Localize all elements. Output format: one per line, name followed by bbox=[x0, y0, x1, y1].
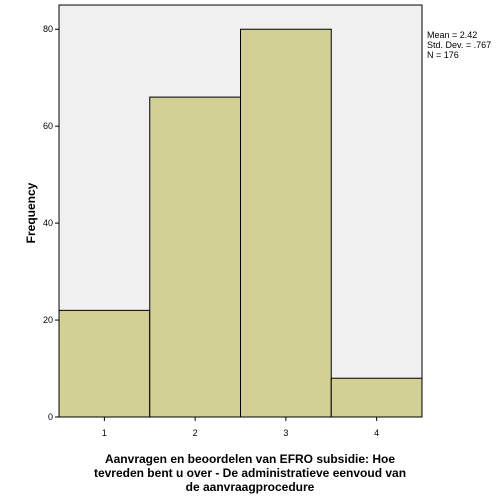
bar-2 bbox=[149, 96, 241, 418]
bar-4 bbox=[330, 377, 423, 418]
x-tick-label-4: 4 bbox=[374, 428, 379, 438]
stats-std-dev: Std. Dev. = .767 bbox=[427, 40, 492, 50]
x-tick-label-2: 2 bbox=[193, 428, 198, 438]
bars-group bbox=[58, 28, 423, 418]
x-tick-label-3: 3 bbox=[283, 428, 288, 438]
bar-3 bbox=[240, 28, 332, 418]
axes-group: 0 20 40 60 80 1 2 3 4 bbox=[43, 24, 379, 438]
x-axis-label: Aanvragen en beoordelen van EFRO subsidi… bbox=[80, 452, 420, 494]
y-tick-label-80: 80 bbox=[43, 24, 53, 34]
x-axis-label-line-3: de aanvraagprocedure bbox=[185, 480, 315, 494]
y-tick-label-40: 40 bbox=[43, 218, 53, 228]
stats-box: Mean = 2.42 Std. Dev. = .767 N = 176 bbox=[427, 30, 491, 60]
y-axis-label: Frequency bbox=[24, 182, 38, 244]
x-axis-label-line-2: tevreden bent u over - De administratiev… bbox=[93, 466, 407, 480]
stats-n: N = 176 bbox=[427, 50, 459, 60]
x-axis-label-line-1: Aanvragen en beoordelen van EFRO subsidi… bbox=[104, 452, 396, 466]
bar-1 bbox=[58, 309, 151, 418]
y-tick-label-0: 0 bbox=[48, 412, 53, 422]
y-tick-label-60: 60 bbox=[43, 121, 53, 131]
x-tick-label-1: 1 bbox=[102, 428, 107, 438]
y-tick-label-20: 20 bbox=[43, 315, 53, 325]
stats-mean: Mean = 2.42 bbox=[427, 30, 478, 40]
